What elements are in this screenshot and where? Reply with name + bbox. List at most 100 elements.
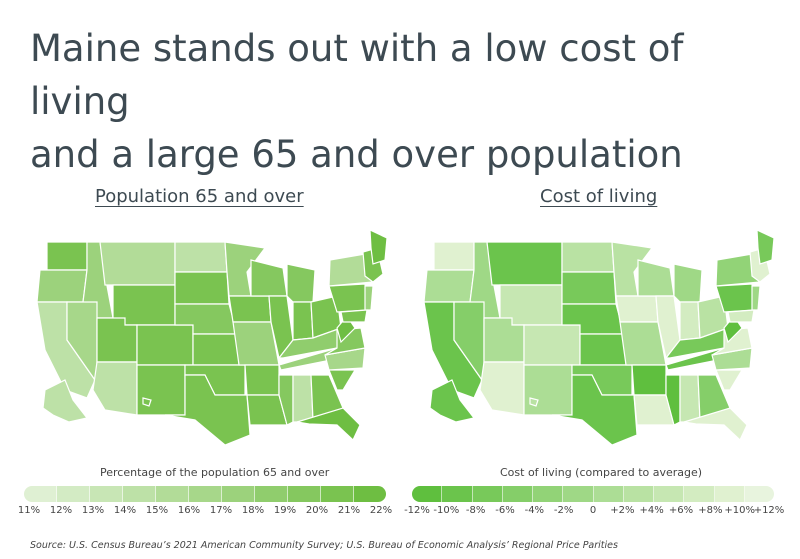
state-mississippi [278, 374, 294, 426]
legend-swatch [222, 486, 255, 502]
legend-swatch [472, 486, 503, 502]
legend-swatch [123, 486, 156, 502]
state-indiana [292, 301, 314, 341]
state-florida [683, 407, 748, 442]
legend-tick-label: 11% [17, 505, 41, 516]
state-indiana [679, 301, 701, 341]
legend-tick-label: -4% [524, 505, 545, 516]
legend-tick-label: -12% [404, 505, 430, 516]
legend-tick-label: 18% [241, 505, 265, 516]
state-alabama [679, 374, 701, 423]
legend-tick-label: 13% [81, 505, 105, 516]
state-colorado [136, 324, 194, 366]
legend-bar-population [24, 486, 386, 502]
legend-tick-label: +8% [698, 505, 723, 516]
state-arkansas [244, 364, 280, 396]
legend-tick-label: 19% [273, 505, 297, 516]
state-arizona [92, 361, 138, 416]
legend-swatch [623, 486, 654, 502]
state-washington [433, 241, 475, 271]
legend-tick-label: 21% [337, 505, 361, 516]
state-hawaii [142, 397, 152, 407]
state-washington [46, 241, 88, 271]
legend-tick-label: 12% [49, 505, 73, 516]
legend-tick-label: 15% [145, 505, 169, 516]
state-utah [483, 317, 525, 363]
state-maryland [340, 309, 368, 323]
legend-swatch [563, 486, 594, 502]
legend-swatch [288, 486, 321, 502]
state-newmexico [523, 364, 573, 416]
state-florida [296, 407, 361, 442]
state-mississippi [665, 374, 681, 426]
legend-tick-label: 17% [209, 505, 233, 516]
legend-swatch [321, 486, 354, 502]
state-virginia [711, 327, 753, 356]
state-hawaii [529, 397, 539, 407]
state-alaska [429, 379, 476, 423]
state-montana [486, 241, 563, 286]
legend-swatch [684, 486, 715, 502]
state-southcarolina [715, 369, 744, 391]
legend-swatch [255, 486, 288, 502]
state-colorado [523, 324, 581, 366]
legend-tick-label: -2% [553, 505, 574, 516]
legend-swatch [90, 486, 123, 502]
state-newjersey [751, 285, 761, 311]
legend-label-population: Percentage of the population 65 and over [100, 466, 330, 479]
state-wisconsin [637, 259, 675, 297]
state-kansas [579, 333, 627, 366]
map-title-cost-of-living: Cost of living [540, 186, 658, 207]
state-iowa [228, 295, 272, 323]
legend-swatch [533, 486, 564, 502]
state-alabama [292, 374, 314, 423]
state-alaska [42, 379, 89, 423]
legend-tick-label: 22% [369, 505, 393, 516]
legend-bar-cost [412, 486, 774, 502]
legend-swatch [442, 486, 473, 502]
legend-tick-label: +10% [724, 505, 755, 516]
state-maryland [727, 309, 755, 323]
state-northdakota [561, 241, 615, 273]
legend-swatch [744, 486, 774, 502]
state-northdakota [174, 241, 228, 273]
state-southdakota [174, 271, 230, 305]
state-texas [164, 374, 251, 445]
legend-swatch [714, 486, 745, 502]
state-newjersey [364, 285, 374, 311]
legend-tick-label: +6% [668, 505, 694, 516]
chart-title-line-2: and a large 65 and over population [30, 133, 683, 176]
legend-tick-label: 14% [113, 505, 137, 516]
legend-swatch [354, 486, 386, 502]
legend-swatch [412, 486, 443, 502]
map-title-population: Population 65 and over [95, 186, 304, 207]
map-cost-of-living [423, 230, 775, 445]
state-southcarolina [328, 369, 357, 391]
source-note: Source: U.S. Census Bureau’s 2021 Americ… [30, 540, 618, 551]
state-michigan [286, 263, 316, 303]
legend-tick-label: 20% [305, 505, 329, 516]
chart-title-line-1: Maine stands out with a low cost of livi… [30, 27, 684, 123]
legend-swatch [593, 486, 624, 502]
legend-swatch [57, 486, 90, 502]
chart-title: Maine stands out with a low cost of livi… [30, 22, 770, 181]
state-oregon [423, 269, 475, 303]
state-oregon [36, 269, 88, 303]
legend-tick-label: +12% [753, 505, 785, 516]
state-wisconsin [250, 259, 288, 297]
state-maine [756, 230, 775, 265]
state-arizona [479, 361, 525, 416]
state-michigan [673, 263, 703, 303]
state-virginia [324, 327, 366, 356]
legend-tick-label: 16% [177, 505, 201, 516]
legend-tick-label: -8% [465, 505, 486, 516]
state-utah [96, 317, 138, 363]
legend-tick-label: +4% [639, 505, 664, 516]
legend-tick-label: +2% [610, 505, 635, 516]
legend-tick-label: 0 [589, 505, 597, 516]
state-newmexico [136, 364, 186, 416]
state-montana [99, 241, 176, 286]
legend-swatch [654, 486, 685, 502]
legend-swatch [189, 486, 222, 502]
state-southdakota [561, 271, 617, 305]
